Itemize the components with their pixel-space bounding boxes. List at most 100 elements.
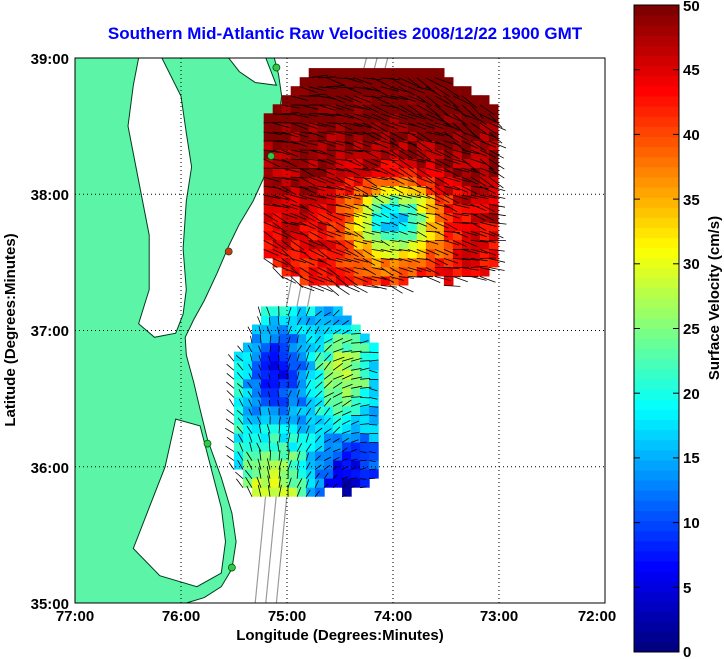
velocity-cell (243, 369, 253, 380)
velocity-vector (362, 240, 375, 244)
velocity-vector (235, 478, 244, 488)
velocity-cell (333, 405, 343, 416)
velocity-vector (290, 221, 308, 226)
velocity-vector (266, 326, 271, 335)
velocity-vector (290, 267, 304, 278)
velocity-vector (290, 212, 307, 220)
velocity-cell (351, 414, 361, 425)
velocity-vector (277, 316, 280, 326)
velocity-cell (270, 369, 280, 380)
velocity-cell (279, 478, 289, 488)
velocity-vector (353, 113, 371, 120)
velocity-cell (389, 68, 400, 78)
colorbar-band (634, 358, 679, 370)
velocity-cell (443, 230, 454, 241)
velocity-cell (342, 487, 352, 497)
velocity-vector (479, 212, 495, 221)
velocity-cell (252, 469, 262, 479)
velocity-vector (317, 230, 334, 238)
velocity-cell (326, 239, 337, 250)
velocity-cell (398, 266, 409, 277)
colorbar-band (634, 308, 679, 319)
velocity-vector (443, 203, 458, 213)
velocity-cell (281, 167, 292, 178)
velocity-vector (443, 122, 460, 131)
velocity-cell (416, 140, 427, 150)
velocity-cell (261, 396, 271, 407)
velocity-vector (389, 122, 407, 129)
velocity-vector (281, 104, 301, 109)
velocity-cell (353, 104, 364, 114)
velocity-vector (341, 320, 349, 326)
velocity-vector (407, 158, 426, 163)
velocity-vector (314, 406, 321, 416)
velocity-vector (332, 338, 344, 344)
velocity-cell (252, 478, 262, 488)
velocity-vector (305, 408, 312, 416)
velocity-cell (335, 149, 346, 159)
velocity-cell (299, 113, 310, 123)
velocity-vector (287, 307, 292, 317)
velocity-vector (488, 176, 504, 189)
velocity-cell (425, 77, 436, 87)
velocity-vector (287, 416, 291, 425)
velocity-vector (389, 240, 400, 242)
velocity-cell (306, 360, 316, 371)
velocity-vector (341, 430, 351, 434)
velocity-vector (228, 462, 235, 470)
velocity-vector (335, 77, 355, 80)
velocity-vector (235, 354, 244, 362)
colorbar-band (634, 186, 679, 198)
velocity-cell (306, 405, 316, 416)
colorbar-band (634, 328, 679, 340)
velocity-vector (434, 95, 451, 105)
velocity-vector (380, 276, 395, 283)
velocity-vector (389, 158, 405, 169)
velocity-vector (360, 423, 370, 425)
velocity-cell (290, 248, 301, 259)
velocity-cell (488, 257, 499, 268)
velocity-vector (268, 432, 271, 443)
velocity-vector (470, 185, 489, 190)
velocity-cell (351, 342, 361, 353)
velocity-cell (335, 230, 346, 241)
velocity-vector (434, 77, 453, 85)
velocity-cell (371, 176, 382, 187)
velocity-cell (335, 140, 346, 150)
velocity-cell (425, 194, 436, 205)
velocity-cell (369, 378, 379, 389)
velocity-vector (263, 158, 281, 168)
velocity-cell (243, 432, 253, 443)
velocity-vector (332, 381, 343, 389)
velocity-cell (371, 86, 382, 96)
velocity-cell (362, 149, 373, 159)
velocity-vector (407, 194, 422, 199)
velocity-vector (326, 212, 343, 221)
velocity-cell (263, 194, 274, 205)
velocity-cell (479, 131, 490, 141)
velocity-cell (261, 469, 271, 479)
velocity-vector (434, 176, 450, 186)
velocity-cell (252, 432, 262, 443)
velocity-vector (389, 167, 405, 176)
velocity-cell (398, 68, 409, 78)
colorbar-band (634, 490, 679, 501)
velocity-cell (342, 324, 352, 335)
velocity-vector (389, 86, 408, 93)
velocity-vector (287, 460, 292, 470)
velocity-cell (306, 315, 316, 326)
velocity-cell (398, 239, 409, 250)
velocity-vector (326, 221, 340, 232)
velocity-cell (281, 266, 292, 277)
velocity-cell (333, 351, 343, 362)
velocity-cell (407, 122, 418, 132)
velocity-vector (257, 433, 262, 443)
velocity-cell (425, 158, 436, 169)
velocity-vector (305, 425, 310, 434)
velocity-cell (261, 360, 271, 371)
velocity-vector (258, 345, 262, 353)
velocity-cell (360, 460, 370, 470)
velocity-cell (288, 460, 298, 470)
velocity-vector (248, 433, 253, 443)
velocity-vector (296, 460, 300, 470)
